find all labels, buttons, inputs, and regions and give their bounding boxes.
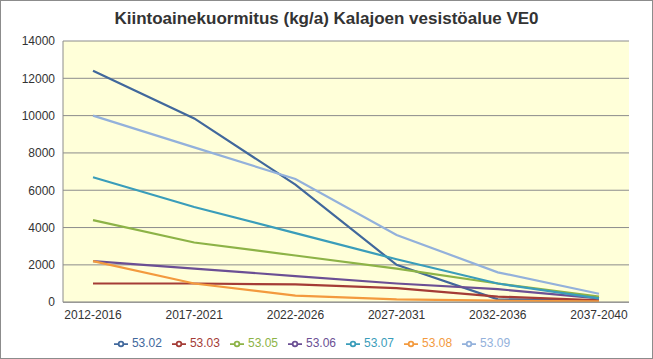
html-text:53.05: 53.05 [248,336,278,351]
svg-text:0: 0 [48,295,55,309]
svg-text:2012-2016: 2012-2016 [64,308,122,322]
html-text:53.06: 53.06 [306,336,336,351]
svg-text:8000: 8000 [28,146,55,160]
svg-text:2032-2036: 2032-2036 [469,308,527,322]
html-text:53.03: 53.03 [189,336,220,351]
svg-text:10000: 10000 [22,109,56,123]
html-text:53.08: 53.08 [422,336,453,351]
svg-text:6000: 6000 [28,184,55,198]
svg-text:2000: 2000 [28,258,55,272]
svg-text:2017-2021: 2017-2021 [166,308,224,322]
html-text:53.02: 53.02 [131,336,162,351]
html-text:53.07: 53.07 [364,336,394,351]
html-text:Kiintoainekuormitus (kg/a) Kal: Kiintoainekuormitus (kg/a) Kalajoen vesi… [114,9,539,28]
svg-text:2027-2031: 2027-2031 [368,308,426,322]
svg-text:14000: 14000 [22,34,56,48]
svg-text:2037-2040: 2037-2040 [570,308,628,322]
html-text:53.09: 53.09 [480,336,511,351]
svg-text:12000: 12000 [22,72,56,86]
svg-text:2022-2026: 2022-2026 [267,308,325,322]
svg-text:4000: 4000 [28,221,55,235]
